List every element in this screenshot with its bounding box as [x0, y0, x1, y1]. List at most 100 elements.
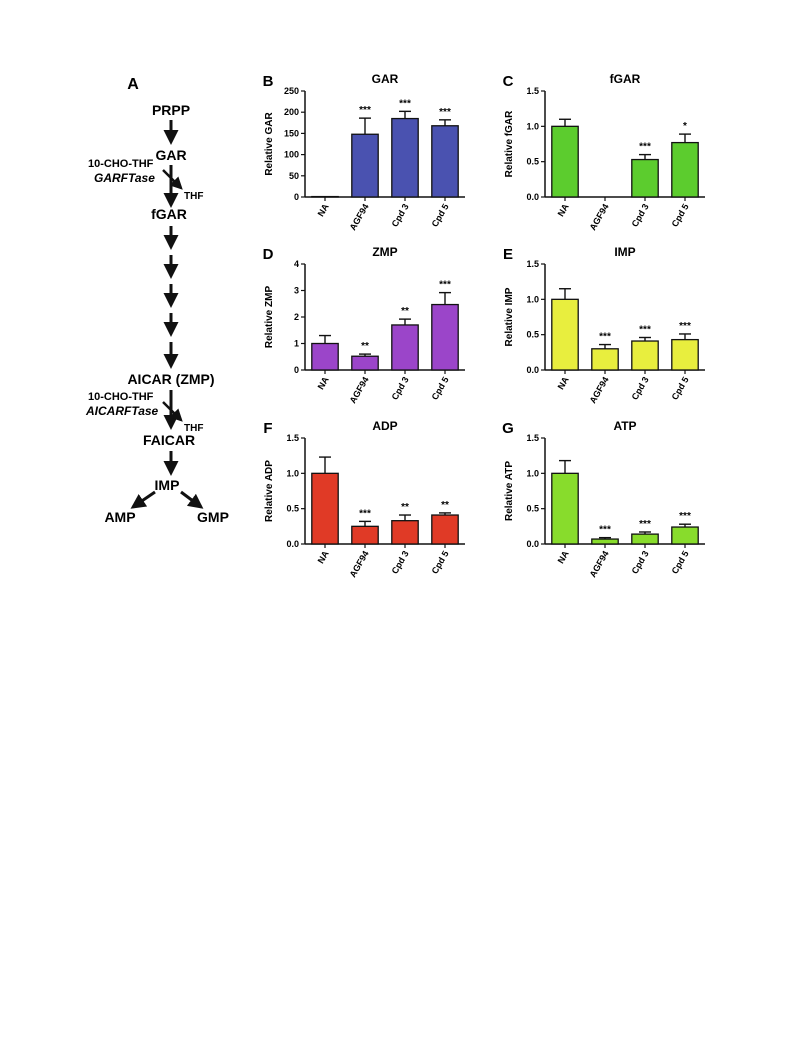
panel-label: B: [263, 73, 274, 90]
y-tick-label: 1: [294, 339, 299, 349]
x-tick-label: Cpd 5: [430, 375, 451, 402]
chart-title: fGAR: [610, 72, 641, 86]
chart-title: IMP: [614, 245, 635, 259]
significance-label: **: [401, 306, 409, 317]
significance-label: ***: [639, 142, 651, 153]
bar: [631, 158, 659, 198]
garftase-product: THF: [184, 191, 203, 202]
x-tick-label: Cpd 5: [670, 375, 691, 402]
y-tick-label: 0.5: [526, 504, 539, 514]
bar: [591, 538, 619, 545]
y-tick-label: 1.5: [526, 86, 539, 96]
chart-title: GAR: [372, 72, 399, 86]
significance-label: ***: [639, 519, 651, 530]
x-tick-label: NA: [316, 549, 331, 566]
chart-title: ADP: [372, 419, 397, 433]
y-tick-label: 0.0: [286, 539, 299, 549]
significance-label: ***: [599, 332, 611, 343]
x-tick-label: NA: [556, 549, 571, 566]
y-tick-label: 0.0: [526, 192, 539, 202]
chart-gar: B GAR Relative GAR 0 50 100 150 200 250 NA *** AGF9…: [263, 72, 465, 232]
arrow-aicarftase-thf: [162, 401, 183, 422]
x-tick-label: AGF94: [348, 549, 371, 579]
y-tick-label: 0.5: [286, 504, 299, 514]
significance-label: ***: [599, 525, 611, 536]
aicarftase-cofactor: 10-CHO-THF: [88, 391, 154, 403]
significance-label: **: [401, 502, 409, 513]
y-axis-label: Relative IMP: [504, 287, 515, 346]
bar: [351, 525, 379, 545]
x-tick-label: AGF94: [348, 375, 371, 405]
significance-label: **: [361, 341, 369, 352]
significance-label: ***: [439, 280, 451, 291]
y-tick-label: 1.5: [286, 433, 299, 443]
bar: [351, 355, 379, 371]
significance-label: **: [441, 500, 449, 511]
significance-label: ***: [359, 508, 371, 519]
y-tick-label: 200: [284, 107, 299, 117]
bar: [551, 472, 579, 545]
bar: [391, 324, 419, 371]
x-tick-label: Cpd 5: [430, 549, 451, 576]
y-tick-label: 0.0: [526, 539, 539, 549]
arrow-garftase-thf: [162, 169, 183, 190]
bar: [351, 133, 379, 198]
y-tick-label: 1.5: [526, 433, 539, 443]
panel-label-a: A: [127, 76, 139, 93]
y-tick-label: 250: [284, 86, 299, 96]
bar: [311, 472, 339, 545]
x-tick-label: AGF94: [588, 375, 611, 405]
node-prpp: PRPP: [152, 102, 190, 118]
panel-label: E: [503, 246, 513, 263]
chart-atp: G ATP Relative ATP 0.0 0.5 1.0 1.5 NA *** AGF94 **…: [502, 419, 705, 579]
chart-title: ZMP: [372, 245, 397, 259]
x-tick-label: Cpd 5: [430, 202, 451, 229]
panel-label: D: [263, 246, 274, 263]
y-tick-label: 100: [284, 150, 299, 160]
node-fgar: fGAR: [151, 206, 187, 222]
x-tick-label: Cpd 3: [390, 549, 411, 576]
significance-label: ***: [639, 324, 651, 335]
x-tick-label: Cpd 3: [630, 202, 651, 229]
x-tick-label: Cpd 5: [670, 202, 691, 229]
aicarftase-product: THF: [184, 423, 203, 434]
y-tick-label: 1.0: [526, 468, 539, 478]
y-tick-label: 4: [294, 259, 299, 269]
arrow-imp-gmp: [180, 490, 204, 509]
y-axis-label: Relative ZMP: [264, 286, 275, 349]
y-tick-label: 1.0: [526, 121, 539, 131]
x-tick-label: AGF94: [588, 549, 611, 579]
y-axis-label: Relative GAR: [264, 112, 275, 176]
bar: [391, 117, 419, 198]
y-tick-label: 0.0: [526, 365, 539, 375]
node-gmp: GMP: [197, 509, 229, 525]
aicarftase-enzyme: AICARFTase: [85, 404, 159, 418]
y-axis-label: Relative fGAR: [504, 110, 515, 177]
y-axis-label: Relative ADP: [264, 460, 275, 522]
y-tick-label: 50: [289, 171, 299, 181]
chart-title: ATP: [613, 419, 636, 433]
significance-label: ***: [679, 511, 691, 522]
node-gar: GAR: [155, 147, 186, 163]
x-tick-label: NA: [556, 202, 571, 219]
bar: [671, 141, 699, 198]
x-tick-label: Cpd 5: [670, 549, 691, 576]
bar: [591, 348, 619, 371]
bar: [551, 125, 579, 198]
x-tick-label: Cpd 3: [390, 202, 411, 229]
x-tick-label: AGF94: [348, 202, 371, 232]
significance-label: ***: [439, 107, 451, 118]
bar: [671, 526, 699, 545]
bar: [631, 533, 659, 545]
x-tick-label: NA: [556, 375, 571, 392]
x-tick-label: NA: [316, 202, 331, 219]
garftase-enzyme: GARFTase: [94, 171, 155, 185]
x-tick-label: Cpd 3: [630, 549, 651, 576]
bar: [311, 342, 339, 371]
panel-label: F: [263, 420, 272, 437]
x-tick-label: NA: [316, 375, 331, 392]
x-tick-label: Cpd 3: [390, 375, 411, 402]
y-tick-label: 1.5: [526, 259, 539, 269]
